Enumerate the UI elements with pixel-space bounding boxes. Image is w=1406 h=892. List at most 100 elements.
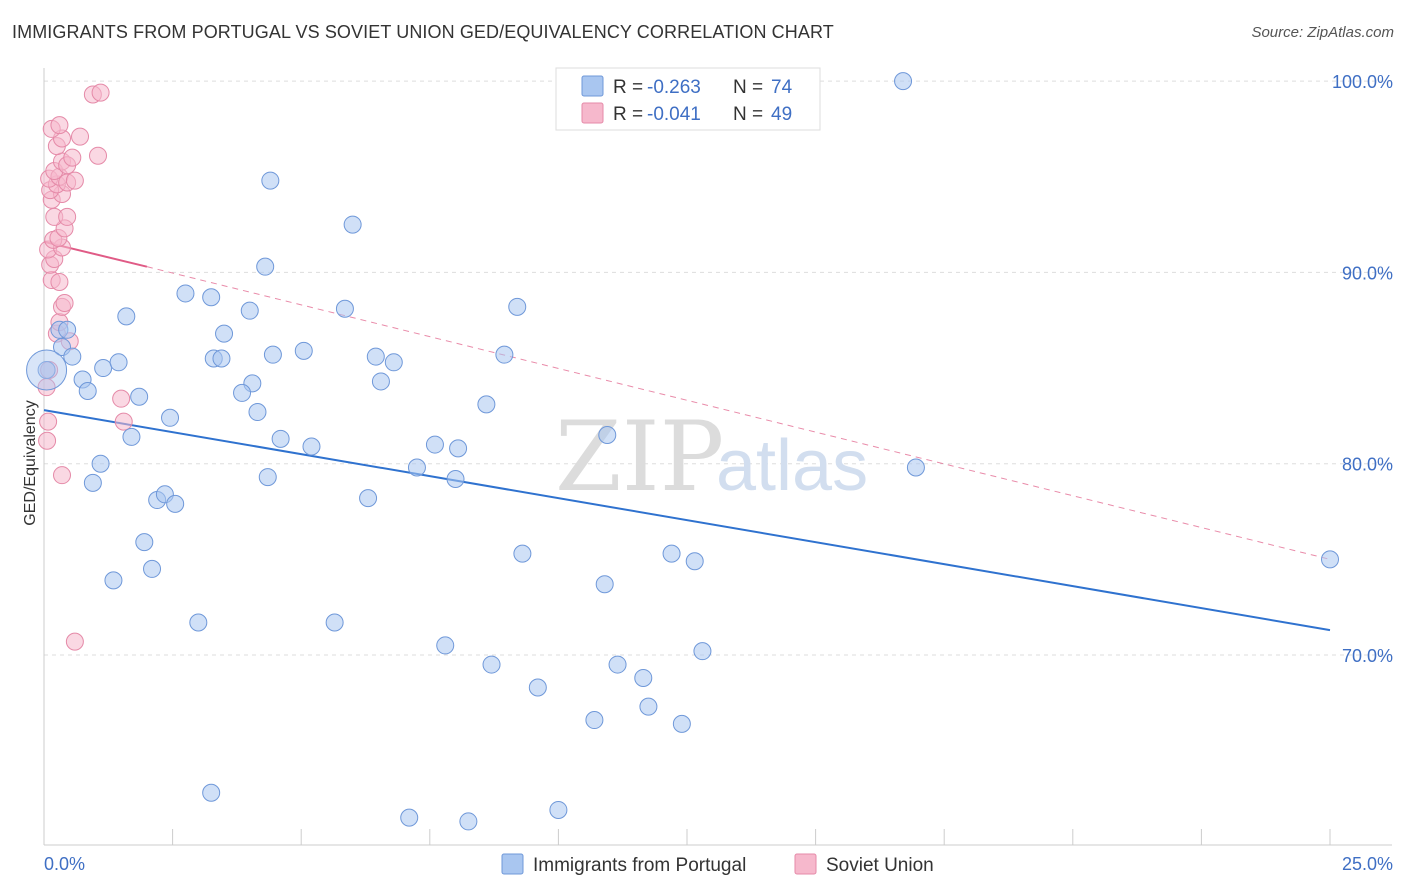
y-axis-label: GED/Equivalency [22, 400, 39, 525]
data-point-portugal [58, 320, 77, 339]
series-legend: Immigrants from Portugal Soviet Union [501, 853, 934, 876]
stats-legend: R = -0.263 N = 74 R = -0.041 N = 49 [555, 67, 821, 131]
data-point-soviet [53, 466, 72, 485]
trend-line-portugal [43, 409, 1331, 632]
data-point-portugal [446, 470, 465, 489]
data-point-portugal [894, 72, 913, 91]
series-legend-label-portugal: Immigrants from Portugal [533, 855, 746, 876]
data-point-portugal [104, 571, 123, 590]
legend-n-label-1: N = [733, 77, 763, 98]
data-point-portugal [258, 468, 277, 487]
data-point-portugal [261, 171, 280, 190]
data-point-portugal [384, 353, 403, 372]
data-point-soviet [50, 116, 69, 135]
data-point-portugal [325, 613, 344, 632]
data-point-portugal [425, 435, 444, 454]
data-point-portugal [585, 711, 604, 730]
data-point-soviet [50, 272, 69, 291]
legend-n-value-1: 74 [771, 77, 793, 98]
data-point-portugal [366, 347, 385, 366]
data-point-portugal [161, 408, 180, 427]
data-point-portugal [639, 697, 658, 716]
data-point-portugal [94, 359, 113, 378]
data-point-portugal [549, 800, 568, 819]
data-point-portugal [459, 812, 478, 831]
data-point-portugal [78, 382, 97, 401]
data-point-portugal [122, 427, 141, 446]
data-point-portugal [130, 387, 149, 406]
x-tick-label: 25.0% [1342, 854, 1393, 874]
data-point-portugal [202, 783, 221, 802]
data-point-soviet [91, 83, 110, 102]
data-point-portugal [662, 544, 681, 563]
data-point-portugal [109, 353, 128, 372]
data-point-portugal [482, 655, 501, 674]
data-point-soviet [55, 294, 74, 313]
data-point-portugal [143, 559, 162, 578]
data-point-portugal [359, 489, 378, 508]
data-point-soviet [58, 207, 77, 226]
watermark-zip: ZIP [555, 401, 724, 513]
data-point-portugal [117, 307, 136, 326]
legend-n-value-2: 49 [771, 104, 792, 125]
data-point-portugal [335, 299, 354, 318]
data-point-portugal [240, 301, 259, 320]
data-point-portugal [693, 642, 712, 661]
data-point-portugal [634, 668, 653, 687]
data-point-portugal [248, 403, 267, 422]
data-point-portugal [407, 458, 426, 477]
data-point-portugal [477, 395, 496, 414]
data-point-portugal [371, 372, 390, 391]
data-point-portugal [212, 349, 231, 368]
data-point-portugal [608, 655, 627, 674]
data-point-portugal-cluster [26, 349, 68, 391]
data-point-portugal [508, 297, 527, 316]
data-point-portugal [436, 636, 455, 655]
data-point-portugal [166, 494, 185, 513]
data-point-portugal [495, 345, 514, 364]
series-legend-swatch-soviet [794, 853, 817, 875]
data-point-portugal [271, 429, 290, 448]
data-point-portugal [449, 439, 468, 458]
watermark: ZIP atlas [555, 401, 868, 513]
grid-layer [44, 80, 1392, 656]
stats-legend-swatch-pink [581, 102, 604, 124]
data-point-soviet [39, 412, 58, 431]
data-point-portugal [91, 454, 110, 473]
y-tick-label: 100.0% [1332, 72, 1393, 92]
legend-n-label-2: N = [733, 104, 763, 125]
data-point-portugal [202, 288, 221, 307]
data-point-portugal [189, 613, 208, 632]
data-point-portugal [1321, 550, 1339, 569]
y-tick-labels: 70.0% 80.0% 90.0% 100.0% [1332, 72, 1393, 666]
data-point-soviet [65, 632, 84, 651]
data-point-portugal [83, 473, 102, 492]
points-layer [26, 72, 1339, 831]
data-point-portugal [135, 533, 154, 552]
watermark-atlas: atlas [716, 426, 868, 506]
data-point-soviet [65, 171, 84, 190]
legend-r-label-1: R = [613, 77, 643, 98]
data-point-portugal [294, 341, 313, 360]
data-point-soviet [112, 389, 131, 408]
data-point-portugal [598, 426, 617, 445]
chart-source: Source: ZipAtlas.com [1251, 24, 1394, 41]
legend-r-label-2: R = [613, 104, 643, 125]
data-point-portugal [233, 383, 252, 402]
chart-title: IMMIGRANTS FROM PORTUGAL VS SOVIET UNION… [12, 22, 834, 42]
data-point-portugal [528, 678, 547, 697]
data-point-portugal [906, 458, 925, 477]
data-point-portugal [343, 215, 362, 234]
data-point-portugal [263, 345, 282, 364]
trend-line-soviet-extended [146, 266, 1331, 560]
data-point-portugal [37, 360, 56, 379]
data-point-portugal [672, 714, 691, 733]
data-point-soviet [89, 146, 108, 165]
y-tick-label: 90.0% [1342, 263, 1393, 283]
data-point-portugal [215, 324, 234, 343]
data-point-soviet [114, 412, 133, 431]
legend-r-value-1: -0.263 [647, 77, 701, 98]
data-point-portugal [595, 575, 614, 594]
data-point-soviet [71, 127, 90, 146]
